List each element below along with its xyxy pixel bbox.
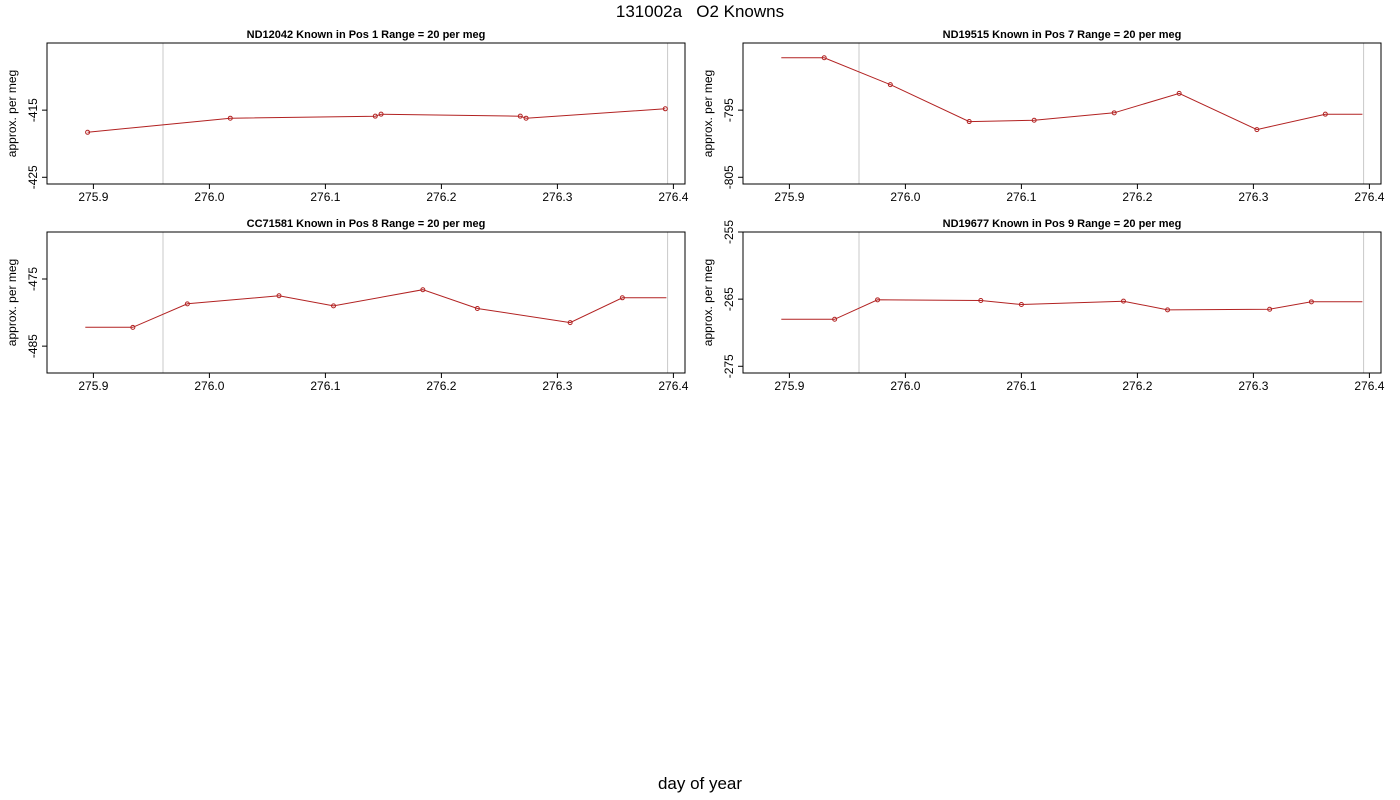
data-point (821, 55, 827, 61)
data-point (523, 115, 529, 121)
x-tick-label: 275.9 (774, 190, 804, 204)
panel-title: ND19515 Known in Pos 7 Range = 20 per me… (943, 29, 1182, 41)
data-point (978, 297, 984, 303)
y-tick-label: -255 (722, 220, 736, 244)
x-tick-label: 276.1 (1006, 379, 1036, 393)
panel-title: ND12042 Known in Pos 1 Range = 20 per me… (247, 29, 486, 41)
data-point (227, 115, 233, 121)
x-tick-label: 276.1 (310, 379, 340, 393)
data-point (420, 287, 426, 293)
y-axis-label: approx. per meg (701, 259, 715, 346)
data-point (619, 295, 625, 301)
x-tick-label: 276.0 (194, 190, 224, 204)
data-point (1176, 90, 1182, 96)
panel-title: ND19677 Known in Pos 9 Range = 20 per me… (943, 218, 1182, 230)
data-point (517, 113, 523, 119)
data-point (1111, 110, 1117, 116)
figure-title: 131002a O2 Knowns (615, 2, 785, 21)
data-point (1031, 117, 1037, 123)
plot-frame (46, 231, 686, 374)
x-tick-label: 276.4 (658, 379, 688, 393)
plot-frame (742, 231, 1382, 374)
data-point (1018, 302, 1024, 308)
x-tick-label: 276.3 (1238, 190, 1268, 204)
y-tick-label: -475 (26, 267, 40, 291)
y-tick-label: -485 (26, 334, 40, 358)
y-tick-label: -795 (722, 98, 736, 122)
data-point (832, 316, 838, 322)
data-point (276, 293, 282, 299)
data-point (474, 306, 480, 312)
data-point (1308, 299, 1314, 305)
data-point (184, 301, 190, 307)
panel-title: CC71581 Known in Pos 8 Range = 20 per me… (247, 218, 486, 230)
data-point (1322, 111, 1328, 117)
y-tick-label: -805 (722, 165, 736, 189)
data-point (966, 119, 972, 125)
y-tick-label: -275 (722, 354, 736, 378)
x-tick-label: 276.4 (658, 190, 688, 204)
y-tick-label: -415 (26, 98, 40, 122)
chart-panel-4: ND19677 Known in Pos 9 Range = 20 per me… (701, 218, 1385, 393)
data-point (372, 113, 378, 119)
x-tick-label: 275.9 (78, 190, 108, 204)
data-point (1165, 307, 1171, 313)
x-tick-label: 275.9 (774, 379, 804, 393)
data-point (130, 324, 136, 330)
x-tick-label: 276.2 (426, 379, 456, 393)
x-tick-label: 276.3 (542, 379, 572, 393)
x-tick-label: 276.0 (890, 190, 920, 204)
x-tick-label: 276.1 (1006, 190, 1036, 204)
data-point (378, 111, 384, 117)
x-tick-label: 276.1 (310, 190, 340, 204)
y-axis-label: approx. per meg (5, 259, 19, 346)
y-tick-label: -425 (26, 165, 40, 189)
x-tick-label: 276.0 (194, 379, 224, 393)
x-axis-label: day of year (657, 774, 743, 793)
x-tick-label: 276.2 (1122, 379, 1152, 393)
data-point (85, 129, 91, 135)
x-tick-label: 276.3 (542, 190, 572, 204)
x-tick-label: 276.0 (890, 379, 920, 393)
chart-panel-2: ND19515 Known in Pos 7 Range = 20 per me… (701, 29, 1385, 204)
y-axis-label: approx. per meg (701, 70, 715, 157)
data-point (887, 82, 893, 88)
x-tick-label: 276.4 (1354, 190, 1384, 204)
data-point (662, 106, 668, 112)
data-point (1120, 298, 1126, 304)
data-point (567, 320, 573, 326)
y-axis-label: approx. per meg (5, 70, 19, 157)
series-line (781, 299, 1363, 320)
x-tick-label: 275.9 (78, 379, 108, 393)
series-line (85, 289, 667, 328)
x-tick-label: 276.2 (426, 190, 456, 204)
x-tick-label: 276.3 (1238, 379, 1268, 393)
data-point (1267, 306, 1273, 312)
series-line (781, 57, 1363, 131)
plot-frame (742, 42, 1382, 185)
series-line (87, 108, 666, 133)
plot-frame (46, 42, 686, 185)
chart-panel-3: CC71581 Known in Pos 8 Range = 20 per me… (5, 218, 689, 393)
x-tick-label: 276.2 (1122, 190, 1152, 204)
y-tick-label: -265 (722, 287, 736, 311)
x-tick-label: 276.4 (1354, 379, 1384, 393)
data-point (331, 303, 337, 309)
data-point (875, 297, 881, 303)
data-point (1254, 127, 1260, 133)
chart-panel-1: ND12042 Known in Pos 1 Range = 20 per me… (5, 29, 689, 204)
